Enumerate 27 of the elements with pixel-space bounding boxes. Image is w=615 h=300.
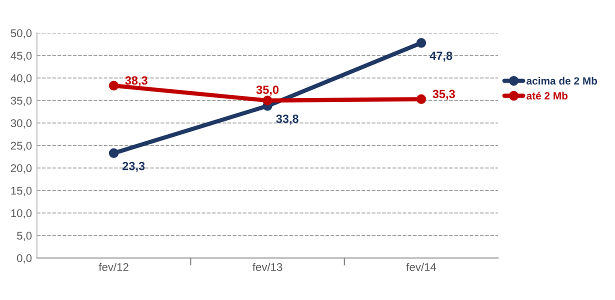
- x-tick-label: fev/13: [252, 262, 282, 272]
- point: [262, 96, 272, 106]
- y-tick-label: 15,0: [11, 186, 32, 196]
- data-label: 47,8: [430, 52, 452, 62]
- y-tick-label: 5,0: [17, 232, 32, 241]
- x-tick-label: fev/12: [98, 262, 128, 272]
- y-tick-label: 40,0: [10, 74, 32, 84]
- data-label: 38,3: [125, 76, 148, 86]
- y-tick-label: 30,0: [10, 119, 32, 128]
- y-tick-label: 35,0: [10, 96, 32, 106]
- data-label: 23,3: [122, 162, 145, 172]
- data-label: 33,8: [276, 114, 298, 125]
- point: [416, 38, 426, 48]
- y-tick-label: 10,0: [11, 209, 32, 218]
- y-tick-label: 20,0: [10, 164, 32, 174]
- y-tick-label: 25,0: [10, 142, 32, 151]
- legend-label: até 2 Mb: [526, 92, 568, 100]
- legend-label: acima de 2 Mb: [526, 76, 598, 85]
- y-tick-label: 0,0: [17, 254, 32, 264]
- point: [416, 94, 426, 104]
- data-label: 35,3: [432, 90, 455, 100]
- point: [108, 148, 119, 158]
- y-tick-label: 45,0: [10, 52, 32, 61]
- data-label: 35,0: [256, 86, 279, 96]
- x-tick-label: fev/14: [406, 262, 436, 272]
- point: [108, 80, 119, 91]
- y-tick-label: 50,0: [10, 29, 32, 38]
